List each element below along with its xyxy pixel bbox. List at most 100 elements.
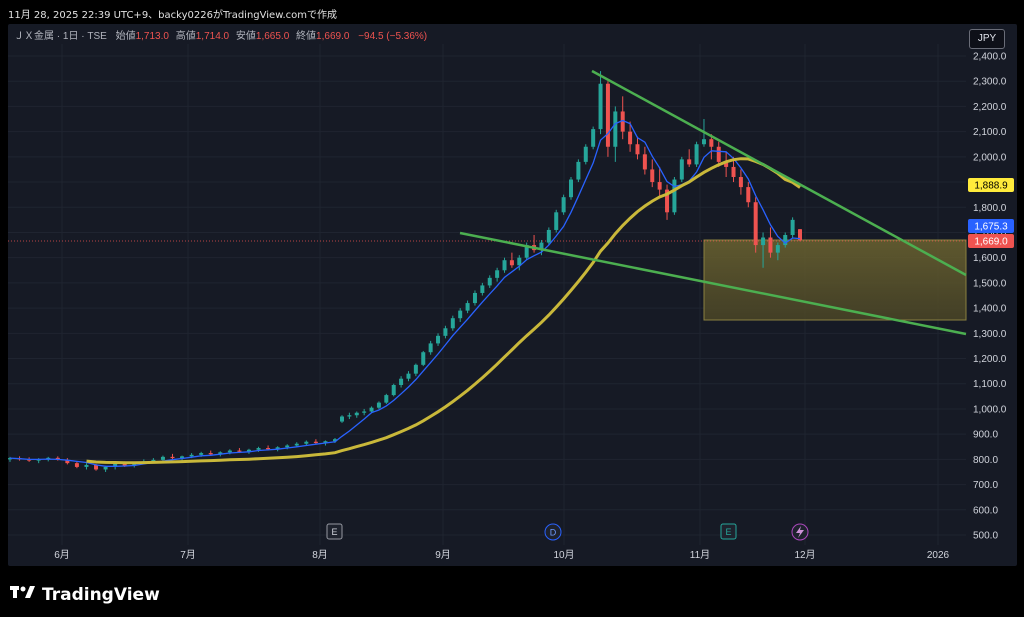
candle — [576, 159, 581, 183]
candle-body — [246, 449, 251, 452]
dividend-d-icon[interactable]: D — [544, 523, 562, 541]
svg-text:E: E — [725, 527, 731, 537]
open-value: 1,713.0 — [136, 31, 170, 42]
y-tick-label: 2,300.0 — [973, 77, 1007, 88]
candle — [509, 252, 514, 268]
earnings-e-icon[interactable]: E — [720, 523, 737, 540]
candle-body — [591, 129, 596, 147]
candle — [443, 325, 448, 339]
candle-body — [546, 229, 551, 243]
candle-body — [731, 166, 736, 178]
candle-body — [103, 466, 108, 470]
candle-body — [354, 412, 359, 416]
currency-button[interactable]: JPY — [969, 29, 1005, 49]
brand-name: TradingView — [42, 584, 160, 605]
candle — [561, 194, 566, 215]
y-tick-label: 1,600.0 — [973, 253, 1007, 264]
candle — [554, 209, 559, 233]
candle — [790, 217, 795, 238]
last-price-tag: 1,669.0 — [968, 234, 1014, 248]
candle — [65, 458, 70, 465]
candle-body — [199, 453, 204, 455]
x-tick-label: 11月 — [690, 549, 710, 561]
candle-body — [113, 463, 118, 467]
x-tick-label: 7月 — [180, 549, 196, 561]
symbol-name: ＪＸ金属 · 1日 · TSE — [14, 29, 107, 42]
candle — [399, 376, 404, 388]
y-tick-label: 600.0 — [973, 505, 998, 516]
candle-body — [65, 459, 70, 464]
candle-body — [180, 456, 185, 459]
change-value: −94.5 (−5.36%) — [358, 31, 427, 42]
grid-lines — [8, 44, 966, 545]
candle — [768, 227, 773, 258]
candle-body — [495, 270, 500, 278]
candle-body — [487, 277, 492, 286]
high-value: 1,714.0 — [196, 31, 230, 42]
candle-body — [428, 343, 433, 353]
candle — [84, 463, 89, 470]
candle-body — [227, 450, 232, 453]
candle — [313, 439, 318, 445]
y-tick-label: 900.0 — [973, 430, 998, 441]
candle-body — [323, 441, 328, 443]
candle — [354, 411, 359, 418]
y-tick-label: 800.0 — [973, 455, 998, 466]
earnings-e-icon[interactable]: E — [326, 523, 343, 540]
candle-body — [151, 459, 156, 462]
candle — [635, 136, 640, 160]
upper-trendline[interactable] — [591, 69, 967, 277]
candle-body — [761, 237, 766, 246]
x-tick-label: 8月 — [312, 549, 328, 561]
x-tick-label: 2026 — [927, 550, 950, 561]
high-label: 高値 — [176, 29, 196, 42]
candle — [761, 232, 766, 268]
candle-body — [620, 111, 625, 132]
candle-body — [413, 364, 418, 374]
candle-body — [665, 189, 670, 213]
candle-body — [738, 177, 743, 188]
candle — [480, 282, 485, 296]
x-axis: 6月 7月 8月 9月 10月 11月 12月 2026 — [54, 549, 949, 561]
candle-body — [569, 179, 573, 198]
candle-body — [84, 464, 89, 467]
candle-body — [524, 245, 529, 258]
candle — [679, 156, 684, 183]
candle-body — [561, 197, 566, 213]
candle-body — [598, 83, 603, 130]
open-label: 始値 — [116, 29, 136, 42]
candle-body — [576, 161, 581, 180]
y-tick-label: 1,700.0 — [973, 228, 1007, 239]
ma-long-line[interactable] — [86, 157, 801, 465]
candle-body — [724, 161, 729, 167]
candle — [517, 255, 522, 271]
candle-body — [753, 202, 758, 246]
candle-body — [783, 234, 788, 246]
candle-body — [160, 456, 165, 460]
svg-text:E: E — [331, 527, 337, 537]
tradingview-logo[interactable]: TradingView — [10, 584, 160, 605]
candle — [783, 232, 788, 248]
candle-body — [628, 131, 633, 145]
split-lightning-icon[interactable] — [791, 523, 809, 541]
candle — [74, 461, 79, 469]
y-tick-label: 1,100.0 — [973, 379, 1007, 390]
y-tick-label: 1,000.0 — [973, 404, 1007, 415]
candle-body — [716, 146, 721, 162]
x-tick-label: 10月 — [553, 549, 574, 561]
candle-body — [208, 453, 213, 455]
candle-body — [275, 447, 280, 450]
candle-body — [74, 463, 79, 467]
candle — [428, 340, 433, 355]
candle — [746, 182, 751, 208]
candle-body — [672, 179, 677, 213]
candle-body — [509, 260, 514, 266]
candle — [798, 228, 802, 242]
candle — [605, 81, 610, 157]
y-tick-label: 2,400.0 — [973, 52, 1007, 63]
candle-body — [376, 402, 381, 408]
candle-body — [170, 456, 175, 459]
candle-body — [605, 83, 610, 147]
lower-trendline[interactable] — [459, 231, 967, 336]
